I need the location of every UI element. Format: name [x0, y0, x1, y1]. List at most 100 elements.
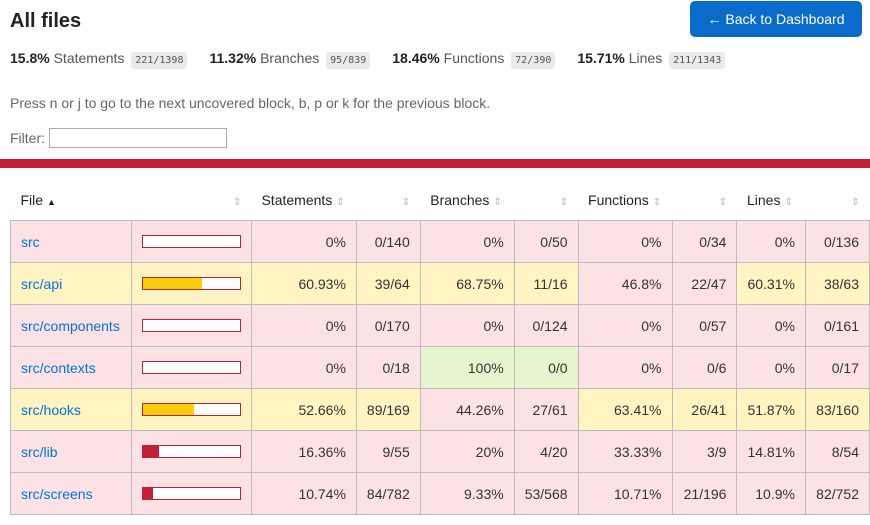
table-row: src/api 60.93% 39/64 68.75% 11/16 46.8% 22/47…: [10, 262, 870, 305]
coverage-bar: [141, 445, 241, 458]
summary-fraction: 72/390: [511, 52, 556, 69]
summary-statements: 15.8% Statements 221/1398: [10, 50, 188, 69]
summary-label: Branches: [260, 50, 320, 66]
coverage-bar-cell: [130, 346, 252, 389]
summary-lines: 15.71% Lines 211/1343: [577, 50, 726, 69]
pct-cell: 0%: [577, 304, 673, 347]
pct-cell: 44.26%: [419, 388, 515, 431]
pct-cell: 0%: [250, 346, 357, 389]
file-cell: src/contexts: [10, 346, 132, 389]
file-link[interactable]: src: [21, 233, 40, 250]
fraction-cell: 0/0: [513, 346, 579, 389]
file-cell: src/lib: [10, 430, 132, 473]
coverage-bar-cell: [130, 472, 252, 515]
file-link[interactable]: src/api: [21, 275, 63, 292]
summary-fraction: 211/1343: [669, 52, 726, 69]
sort-icon: ⇕: [652, 197, 662, 208]
sort-icon: ⇕: [493, 197, 502, 208]
pct-cell: 60.93%: [250, 262, 357, 305]
filter-input[interactable]: [49, 128, 227, 148]
pct-cell: 0%: [577, 346, 673, 389]
pct-cell: 0%: [250, 304, 357, 347]
fraction-cell: 53/568: [513, 472, 579, 515]
header-branches-raw[interactable]: ⇕: [514, 180, 578, 221]
pct-cell: 52.66%: [250, 388, 357, 431]
coverage-bar: [141, 277, 241, 290]
coverage-bar: [141, 487, 241, 500]
header-statements-raw[interactable]: ⇕: [356, 180, 420, 221]
pct-cell: 9.33%: [419, 472, 515, 515]
summary-branches: 11.32% Branches 95/839: [209, 50, 371, 69]
pct-cell: 0%: [250, 220, 357, 263]
file-link[interactable]: src/contexts: [21, 359, 96, 376]
table-row: src/hooks 52.66% 89/169 44.26% 27/61 63.41% 2…: [10, 388, 870, 431]
page-title: All files: [10, 10, 82, 32]
file-cell: src/hooks: [10, 388, 132, 431]
fraction-cell: 0/136: [804, 220, 870, 263]
pct-cell: 33.33%: [577, 430, 673, 473]
pct-cell: 0%: [736, 220, 806, 263]
table-header: File ▲ ⇕ Statements ⇕ ⇕ Branches ⇕ ⇕ Funct…: [11, 180, 870, 221]
pct-cell: 10.9%: [736, 472, 806, 515]
pct-cell: 14.81%: [736, 430, 806, 473]
fraction-cell: 83/160: [804, 388, 870, 431]
summary-pct: 15.8%: [10, 50, 50, 66]
fraction-cell: 26/41: [671, 388, 738, 431]
coverage-bar: [141, 319, 241, 332]
status-bar: [0, 159, 870, 168]
fraction-cell: 4/20: [513, 430, 579, 473]
fraction-cell: 0/50: [513, 220, 579, 263]
fraction-cell: 89/169: [355, 388, 421, 431]
fraction-cell: 0/140: [355, 220, 421, 263]
fraction-cell: 0/34: [671, 220, 738, 263]
coverage-bar: [141, 361, 241, 374]
pct-cell: 0%: [736, 304, 806, 347]
summary-functions: 18.46% Functions 72/390: [392, 50, 556, 69]
fraction-cell: 8/54: [804, 430, 870, 473]
header-lines[interactable]: Lines ⇕: [746, 192, 793, 208]
fraction-cell: 39/64: [355, 262, 421, 305]
header-functions-raw[interactable]: ⇕: [672, 180, 737, 221]
header-bar-sort[interactable]: ⇕: [131, 180, 251, 221]
table-row: src/screens 10.74% 84/782 9.33% 53/568 10.71…: [10, 472, 870, 515]
table-row: src/lib 16.36% 9/55 20% 4/20 33.33% 3/9 14.81%…: [10, 430, 870, 473]
fraction-cell: 0/18: [355, 346, 421, 389]
file-cell: src: [10, 220, 132, 263]
pct-cell: 16.36%: [250, 430, 357, 473]
sort-icon: ⇕: [401, 197, 411, 208]
sort-icon: ⇕: [784, 197, 793, 208]
sort-icon: ⇕: [851, 197, 860, 208]
coverage-bar-cell: [130, 220, 252, 263]
header-statements[interactable]: Statements ⇕: [261, 192, 345, 208]
header-file[interactable]: File ▲: [20, 192, 56, 208]
file-cell: src/screens: [10, 472, 132, 515]
fraction-cell: 21/196: [671, 472, 738, 515]
summary-label: Lines: [628, 50, 663, 66]
header-functions[interactable]: Functions ⇕: [588, 192, 662, 208]
file-link[interactable]: src/hooks: [21, 401, 81, 418]
coverage-bar-cell: [130, 262, 252, 305]
header-branches[interactable]: Branches ⇕: [430, 192, 502, 208]
file-link[interactable]: src/components: [21, 317, 120, 334]
fraction-cell: 82/752: [804, 472, 870, 515]
fraction-cell: 3/9: [671, 430, 738, 473]
pct-cell: 0%: [736, 346, 806, 389]
summary-label: Functions: [443, 50, 505, 66]
pct-cell: 63.41%: [577, 388, 673, 431]
fraction-cell: 27/61: [513, 388, 579, 431]
fraction-cell: 22/47: [671, 262, 738, 305]
table-row: src/components 0% 0/170 0% 0/124 0% 0/57 0% 0/1…: [10, 304, 870, 347]
filter: Filter:: [10, 128, 227, 148]
file-cell: src/components: [10, 304, 132, 347]
file-link[interactable]: src/lib: [21, 443, 58, 460]
header-lines-raw[interactable]: ⇕: [805, 180, 869, 221]
back-to-dashboard-button[interactable]: ← Back to Dashboard: [690, 1, 862, 37]
pct-cell: 10.71%: [577, 472, 673, 515]
sort-icon: ⇕: [559, 197, 569, 208]
coverage-bar-fill: [142, 278, 203, 289]
sort-icon: ⇕: [336, 197, 345, 208]
file-link[interactable]: src/screens: [21, 485, 93, 502]
fraction-cell: 38/63: [804, 262, 870, 305]
fraction-cell: 0/124: [513, 304, 579, 347]
summary-pct: 18.46%: [392, 50, 440, 66]
